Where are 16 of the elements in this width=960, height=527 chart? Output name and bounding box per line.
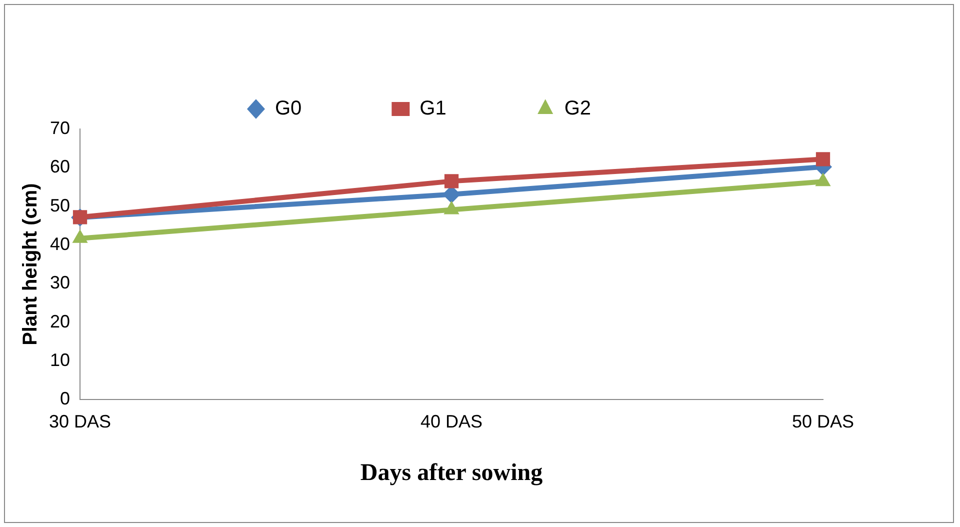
y-tick-label: 60 [50, 156, 70, 177]
y-tick-label: 50 [50, 195, 70, 216]
x-axis-title: Days after sowing [360, 460, 543, 486]
x-tick-label: 40 DAS [420, 411, 483, 432]
y-tick-label: 70 [50, 118, 70, 138]
y-tick-label: 30 [50, 272, 70, 293]
y-axis-title: Plant height (cm) [20, 183, 42, 346]
legend-label: G2 [564, 98, 592, 120]
y-tick-label: 20 [50, 311, 70, 332]
y-tick-label: 0 [60, 388, 70, 409]
legend-label: G0 [274, 98, 302, 120]
x-tick-label: 30 DAS [49, 411, 112, 432]
x-tick-label: 50 DAS [792, 411, 854, 432]
legend-label: G1 [420, 98, 446, 120]
y-tick-label: 40 [50, 234, 70, 254]
y-tick-label: 10 [50, 350, 70, 370]
